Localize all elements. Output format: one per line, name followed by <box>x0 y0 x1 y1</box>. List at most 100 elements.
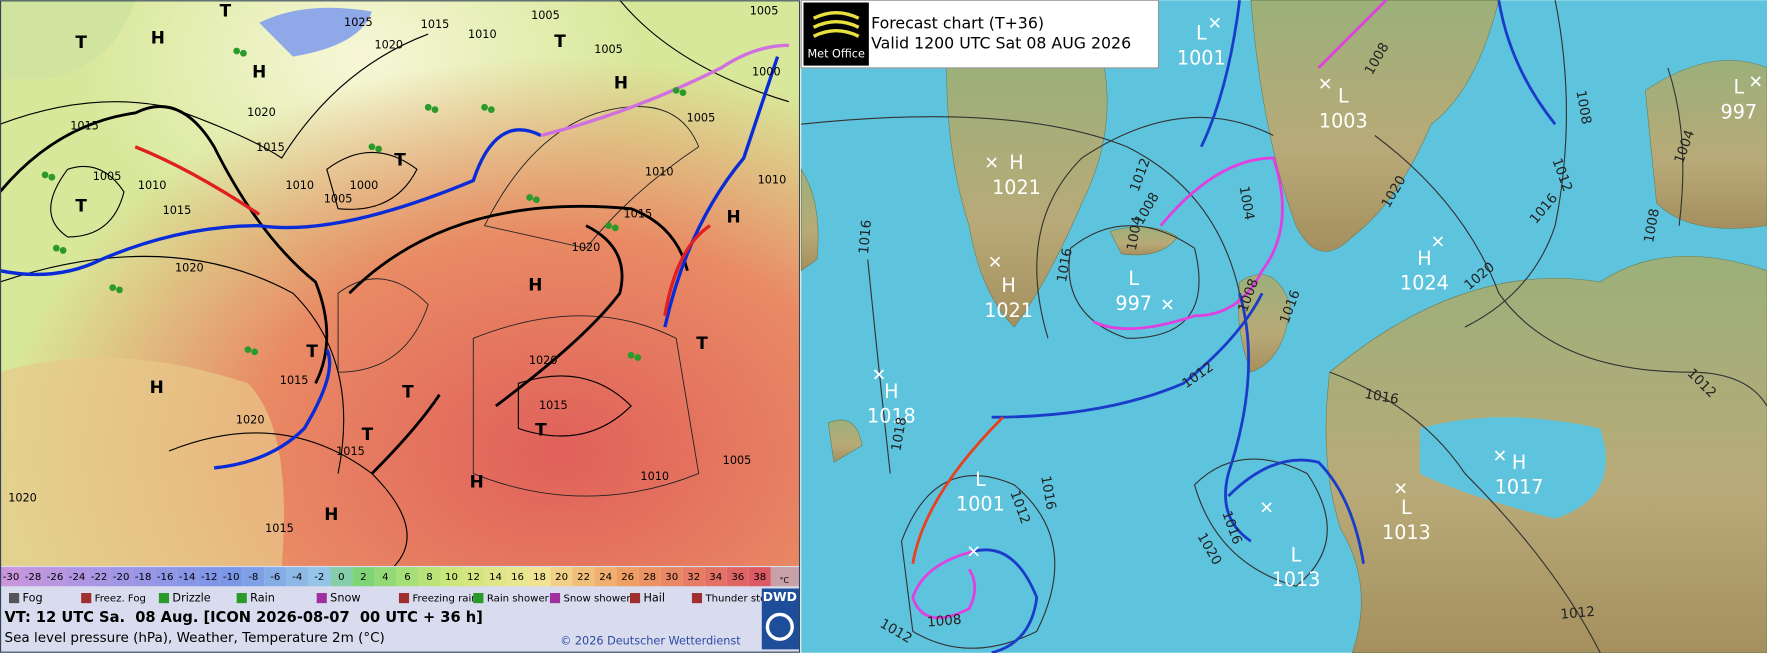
isobar-label: 1025 <box>344 16 373 29</box>
isobar-label: 1010 <box>138 179 167 192</box>
valid-time: Valid 1200 UTC Sat 08 AUG 2026 <box>871 34 1131 53</box>
weather-symbol <box>240 49 247 57</box>
isobar-label: 1016 <box>1037 474 1059 511</box>
weather-symbol <box>244 346 252 353</box>
cold-front <box>1224 292 1252 543</box>
legend-label: Drizzle <box>172 592 210 605</box>
weather-symbol <box>52 244 60 252</box>
description: Sea level pressure (hPa), Weather, Tempe… <box>5 630 385 646</box>
center-cross <box>1432 236 1444 247</box>
center-pressure: 1013 <box>1382 521 1431 544</box>
warm-front <box>911 416 1004 564</box>
isobar-label: 1020 <box>8 491 37 504</box>
scale-label: 2 <box>360 572 366 583</box>
metoffice-map: L1001L1003L997H1021H1021H1024L997H1018L1… <box>800 0 1767 653</box>
scale-label: -30 <box>3 572 20 583</box>
scale-cell <box>770 567 801 587</box>
cold-front <box>213 348 332 470</box>
scale-label: 38 <box>753 572 766 583</box>
isobar-label: 1005 <box>324 193 353 206</box>
scale-label: -16 <box>157 572 174 583</box>
legend-icon <box>158 593 170 604</box>
scale-cell <box>22 567 45 587</box>
scale-cell <box>66 567 89 587</box>
color-scale: -30 -28 -26 -24 -22 -20 -18 -16 -14 -12 -10 -8 -6 -4-… <box>0 567 801 587</box>
center-pressure: 1001 <box>1177 46 1226 69</box>
legend-label: Hail <box>643 592 665 605</box>
legend-icon <box>473 593 484 604</box>
scale-cell <box>440 567 463 587</box>
scale-cell <box>242 567 265 587</box>
isobar-label: 1010 <box>640 470 669 483</box>
isobar-label: 1010 <box>285 179 314 192</box>
center-type: H <box>1512 451 1526 474</box>
isobar-label: 1015 <box>539 399 568 412</box>
pressure-center: T <box>362 424 374 444</box>
isobar-label: 1005 <box>531 9 560 22</box>
weather-symbol <box>611 224 619 232</box>
legend-label: Freez. Fog <box>95 594 146 605</box>
center-type: L <box>1401 496 1412 519</box>
scale-cell <box>528 567 551 587</box>
weather-symbol <box>679 89 687 97</box>
scale-label: -2 <box>314 572 324 583</box>
scale-cell <box>220 567 243 587</box>
isobar-label: 1016 <box>1363 386 1400 408</box>
legend-icon <box>629 593 641 604</box>
chart-title: Forecast chart (T+36) <box>871 13 1044 32</box>
isobar-label: 1015 <box>421 18 450 31</box>
weather-symbol <box>109 284 117 292</box>
pressure-center: H <box>470 472 484 492</box>
scale-cell <box>616 567 639 587</box>
scale-cell <box>418 567 441 587</box>
weather-symbol <box>368 143 376 151</box>
pressure-center: H <box>150 377 164 397</box>
isobar-label: 1000 <box>350 179 379 192</box>
center-type: L <box>1733 76 1744 99</box>
scale-label: 20 <box>555 572 568 583</box>
scale-label: -26 <box>47 572 64 583</box>
scale-cell <box>198 567 221 587</box>
isobar-label: 1020 <box>529 354 558 367</box>
isobar-label: 1004 <box>1236 185 1258 222</box>
scale-cell <box>726 567 749 587</box>
scale-cell <box>660 567 683 587</box>
isobar-label: 1005 <box>93 170 122 183</box>
scale-cell <box>88 567 111 587</box>
scale-cell <box>594 567 617 587</box>
isobar-label: 1020 <box>247 106 276 119</box>
warm-front <box>663 224 711 317</box>
scale-label: 4 <box>382 572 388 583</box>
legend-label: Rain shower <box>487 594 550 605</box>
legend-label: Freezing rain <box>412 594 477 605</box>
isobar-label: 1015 <box>265 522 294 535</box>
center-pressure: 1003 <box>1319 109 1368 132</box>
center-pressure: 1001 <box>956 493 1005 516</box>
scale-label: 14 <box>489 572 502 583</box>
center-cross <box>968 546 979 557</box>
scale-cell <box>396 567 419 587</box>
center-cross <box>873 369 885 380</box>
isobar-label: 1005 <box>687 112 716 125</box>
isobar-label: 1008 <box>1572 89 1594 126</box>
pressure-center: T <box>75 32 87 52</box>
scale-label: 36 <box>731 572 744 583</box>
scale-cell <box>374 567 397 587</box>
scale-cell <box>330 567 353 587</box>
isobar-label: 1010 <box>645 166 674 179</box>
scale-label: -10 <box>223 572 240 583</box>
center-cross <box>1395 483 1406 494</box>
scale-cell <box>506 567 529 587</box>
scale-cell <box>550 567 573 587</box>
weather-legend: Fog Freez. Fog Drizzle Rain Snow Freezing rai… <box>9 592 780 605</box>
scale-unit: °C <box>780 576 790 585</box>
scale-cell <box>462 567 485 587</box>
center-cross <box>986 157 997 168</box>
cold-front <box>0 128 542 277</box>
legend-icon <box>81 593 92 604</box>
scale-label: -28 <box>25 572 42 583</box>
weather-symbol <box>634 354 642 361</box>
weather-symbol <box>233 47 241 55</box>
isobar-label: 1008 <box>1641 207 1663 244</box>
pressure-center: T <box>306 341 318 361</box>
